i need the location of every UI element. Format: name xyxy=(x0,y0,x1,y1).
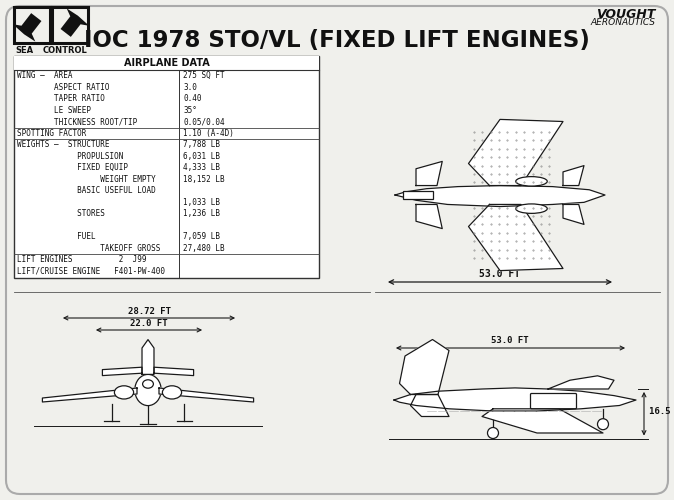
Text: VOUGHT: VOUGHT xyxy=(596,8,655,21)
Text: TAPER RATIO: TAPER RATIO xyxy=(17,94,105,104)
Text: FIXED EQUIP: FIXED EQUIP xyxy=(17,163,128,172)
Polygon shape xyxy=(482,409,603,433)
Text: SEA: SEA xyxy=(15,46,33,55)
Polygon shape xyxy=(159,388,253,402)
Text: 16.5 FT: 16.5 FT xyxy=(649,406,674,416)
Bar xyxy=(14,7,50,43)
Ellipse shape xyxy=(115,386,133,399)
Text: 28.72 FT: 28.72 FT xyxy=(127,307,171,316)
Text: 275 SQ FT: 275 SQ FT xyxy=(183,71,224,80)
Text: 22.0 FT: 22.0 FT xyxy=(130,319,168,328)
Text: BASIC USEFUL LOAD: BASIC USEFUL LOAD xyxy=(17,186,156,195)
Text: 3.0: 3.0 xyxy=(183,82,197,92)
Circle shape xyxy=(487,428,499,438)
Text: IOC 1978 STO/VL (FIXED LIFT ENGINES): IOC 1978 STO/VL (FIXED LIFT ENGINES) xyxy=(84,29,590,52)
Text: THICKNESS ROOT/TIP: THICKNESS ROOT/TIP xyxy=(17,117,137,126)
Text: 27,480 LB: 27,480 LB xyxy=(183,244,224,253)
Polygon shape xyxy=(142,340,154,374)
Polygon shape xyxy=(42,388,137,402)
Polygon shape xyxy=(13,13,41,42)
Text: 1,033 LB: 1,033 LB xyxy=(183,198,220,207)
Text: 1,236 LB: 1,236 LB xyxy=(183,209,220,218)
Polygon shape xyxy=(563,204,584,225)
Polygon shape xyxy=(563,166,584,186)
Bar xyxy=(52,7,88,43)
Text: LIFT/CRUISE ENGINE   F401-PW-400: LIFT/CRUISE ENGINE F401-PW-400 xyxy=(17,267,165,276)
Ellipse shape xyxy=(143,380,154,388)
Polygon shape xyxy=(416,204,442,229)
Circle shape xyxy=(597,418,609,430)
Polygon shape xyxy=(154,367,193,376)
Text: TAKEOFF GROSS: TAKEOFF GROSS xyxy=(17,244,160,253)
Ellipse shape xyxy=(516,204,547,214)
Polygon shape xyxy=(394,388,636,411)
Text: 35°: 35° xyxy=(183,106,197,115)
Text: LE SWEEP: LE SWEEP xyxy=(17,106,91,115)
Ellipse shape xyxy=(162,386,181,399)
Text: 6,031 LB: 6,031 LB xyxy=(183,152,220,161)
Text: WING –  AREA: WING – AREA xyxy=(17,71,73,80)
Text: STORES: STORES xyxy=(17,209,105,218)
Polygon shape xyxy=(400,340,449,394)
Text: SPOTTING FACTOR: SPOTTING FACTOR xyxy=(17,128,86,138)
Text: WEIGHTS –  STRUCTURE: WEIGHTS – STRUCTURE xyxy=(17,140,109,149)
Ellipse shape xyxy=(135,374,161,406)
Polygon shape xyxy=(102,367,142,376)
Text: 7,059 LB: 7,059 LB xyxy=(183,232,220,241)
FancyBboxPatch shape xyxy=(6,6,668,494)
Polygon shape xyxy=(468,120,563,186)
Text: 53.0 FT: 53.0 FT xyxy=(491,336,529,345)
Text: 0.05/0.04: 0.05/0.04 xyxy=(183,117,224,126)
Text: 7,788 LB: 7,788 LB xyxy=(183,140,220,149)
Text: PROPULSION: PROPULSION xyxy=(17,152,123,161)
Polygon shape xyxy=(61,8,89,37)
Text: 4,333 LB: 4,333 LB xyxy=(183,163,220,172)
Polygon shape xyxy=(468,204,563,270)
Bar xyxy=(404,191,433,199)
Text: AIRPLANE DATA: AIRPLANE DATA xyxy=(123,58,210,68)
Text: 18,152 LB: 18,152 LB xyxy=(183,175,224,184)
Polygon shape xyxy=(410,394,449,416)
Text: 0.40: 0.40 xyxy=(183,94,202,104)
Text: WEIGHT EMPTY: WEIGHT EMPTY xyxy=(17,175,156,184)
Polygon shape xyxy=(548,376,614,389)
Text: FUEL: FUEL xyxy=(17,232,96,241)
Text: CONTROL: CONTROL xyxy=(43,46,88,55)
Text: ASPECT RATIO: ASPECT RATIO xyxy=(17,82,109,92)
Text: 53.0 FT: 53.0 FT xyxy=(479,269,520,279)
Bar xyxy=(14,56,319,278)
Bar xyxy=(14,56,319,70)
Polygon shape xyxy=(395,186,605,206)
Text: LIFT ENGINES          2  J99: LIFT ENGINES 2 J99 xyxy=(17,255,146,264)
FancyBboxPatch shape xyxy=(530,394,576,408)
Polygon shape xyxy=(416,162,442,186)
Text: AERONAUTICS: AERONAUTICS xyxy=(590,18,655,27)
Ellipse shape xyxy=(516,176,547,186)
Text: 1.10 (A-4D): 1.10 (A-4D) xyxy=(183,128,234,138)
